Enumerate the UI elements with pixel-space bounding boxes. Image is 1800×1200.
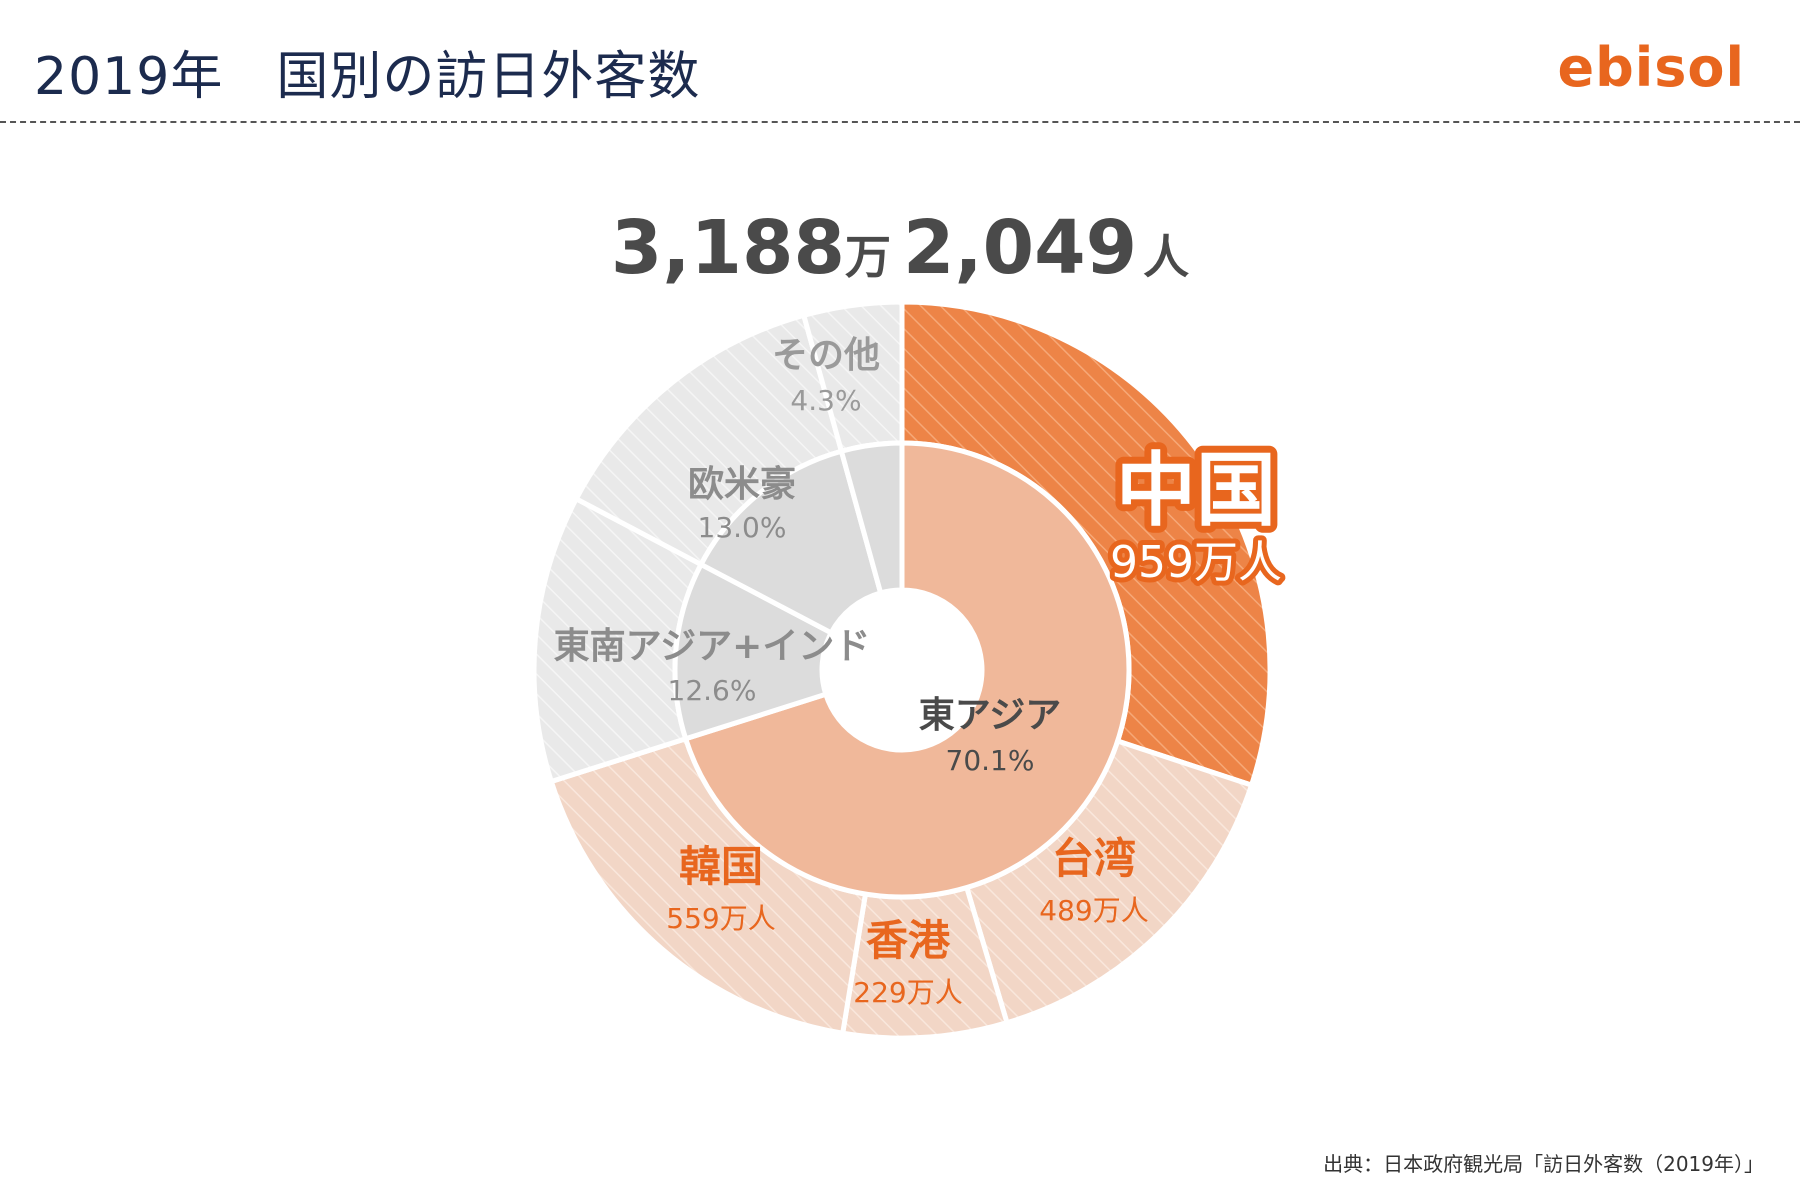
total-number-2: 2,049 (903, 205, 1138, 291)
outer-label-2: 香港 (866, 916, 951, 965)
total-visitors: 3,188万 2,049 人 (0, 205, 1800, 291)
outer-value-3: 559万人 (666, 902, 775, 935)
header-divider (0, 121, 1800, 123)
outer-label-1: 台湾 (1052, 834, 1136, 883)
inner-label-3: その他 (772, 335, 880, 376)
inner-value-2: 13.0% (698, 511, 787, 544)
outer-label-0: 中国 (1116, 444, 1276, 537)
inner-label-2: 欧米豪 (688, 464, 796, 505)
inner-label-1: 東南アジア+インド (554, 626, 871, 667)
total-unit-1: 万 (845, 230, 891, 284)
source-citation: 出典：日本政府観光局「訪日外客数（2019年）」 (1323, 1152, 1764, 1176)
outer-value-0: 959万人 (1110, 537, 1282, 588)
inner-value-0: 70.1% (946, 744, 1035, 777)
brand-logo: ebisol (1557, 36, 1745, 99)
inner-label-0: 東アジア (919, 695, 1062, 736)
inner-slice-1 (672, 561, 835, 742)
inner-slice-2 (697, 448, 884, 637)
total-number-1: 3,188 (610, 205, 845, 291)
inner-value-1: 12.6% (668, 674, 757, 707)
page-title: 2019年 国別の訪日外客数 (34, 47, 701, 107)
inner-slice-3 (838, 440, 905, 596)
inner-value-3: 4.3% (790, 384, 861, 417)
inner-slice-0 (682, 440, 1132, 900)
total-unit-2: 人 (1143, 230, 1190, 284)
outer-label-3: 韓国 (679, 842, 763, 891)
outer-value-1: 489万人 (1039, 894, 1148, 927)
outer-value-2: 229万人 (853, 976, 962, 1009)
